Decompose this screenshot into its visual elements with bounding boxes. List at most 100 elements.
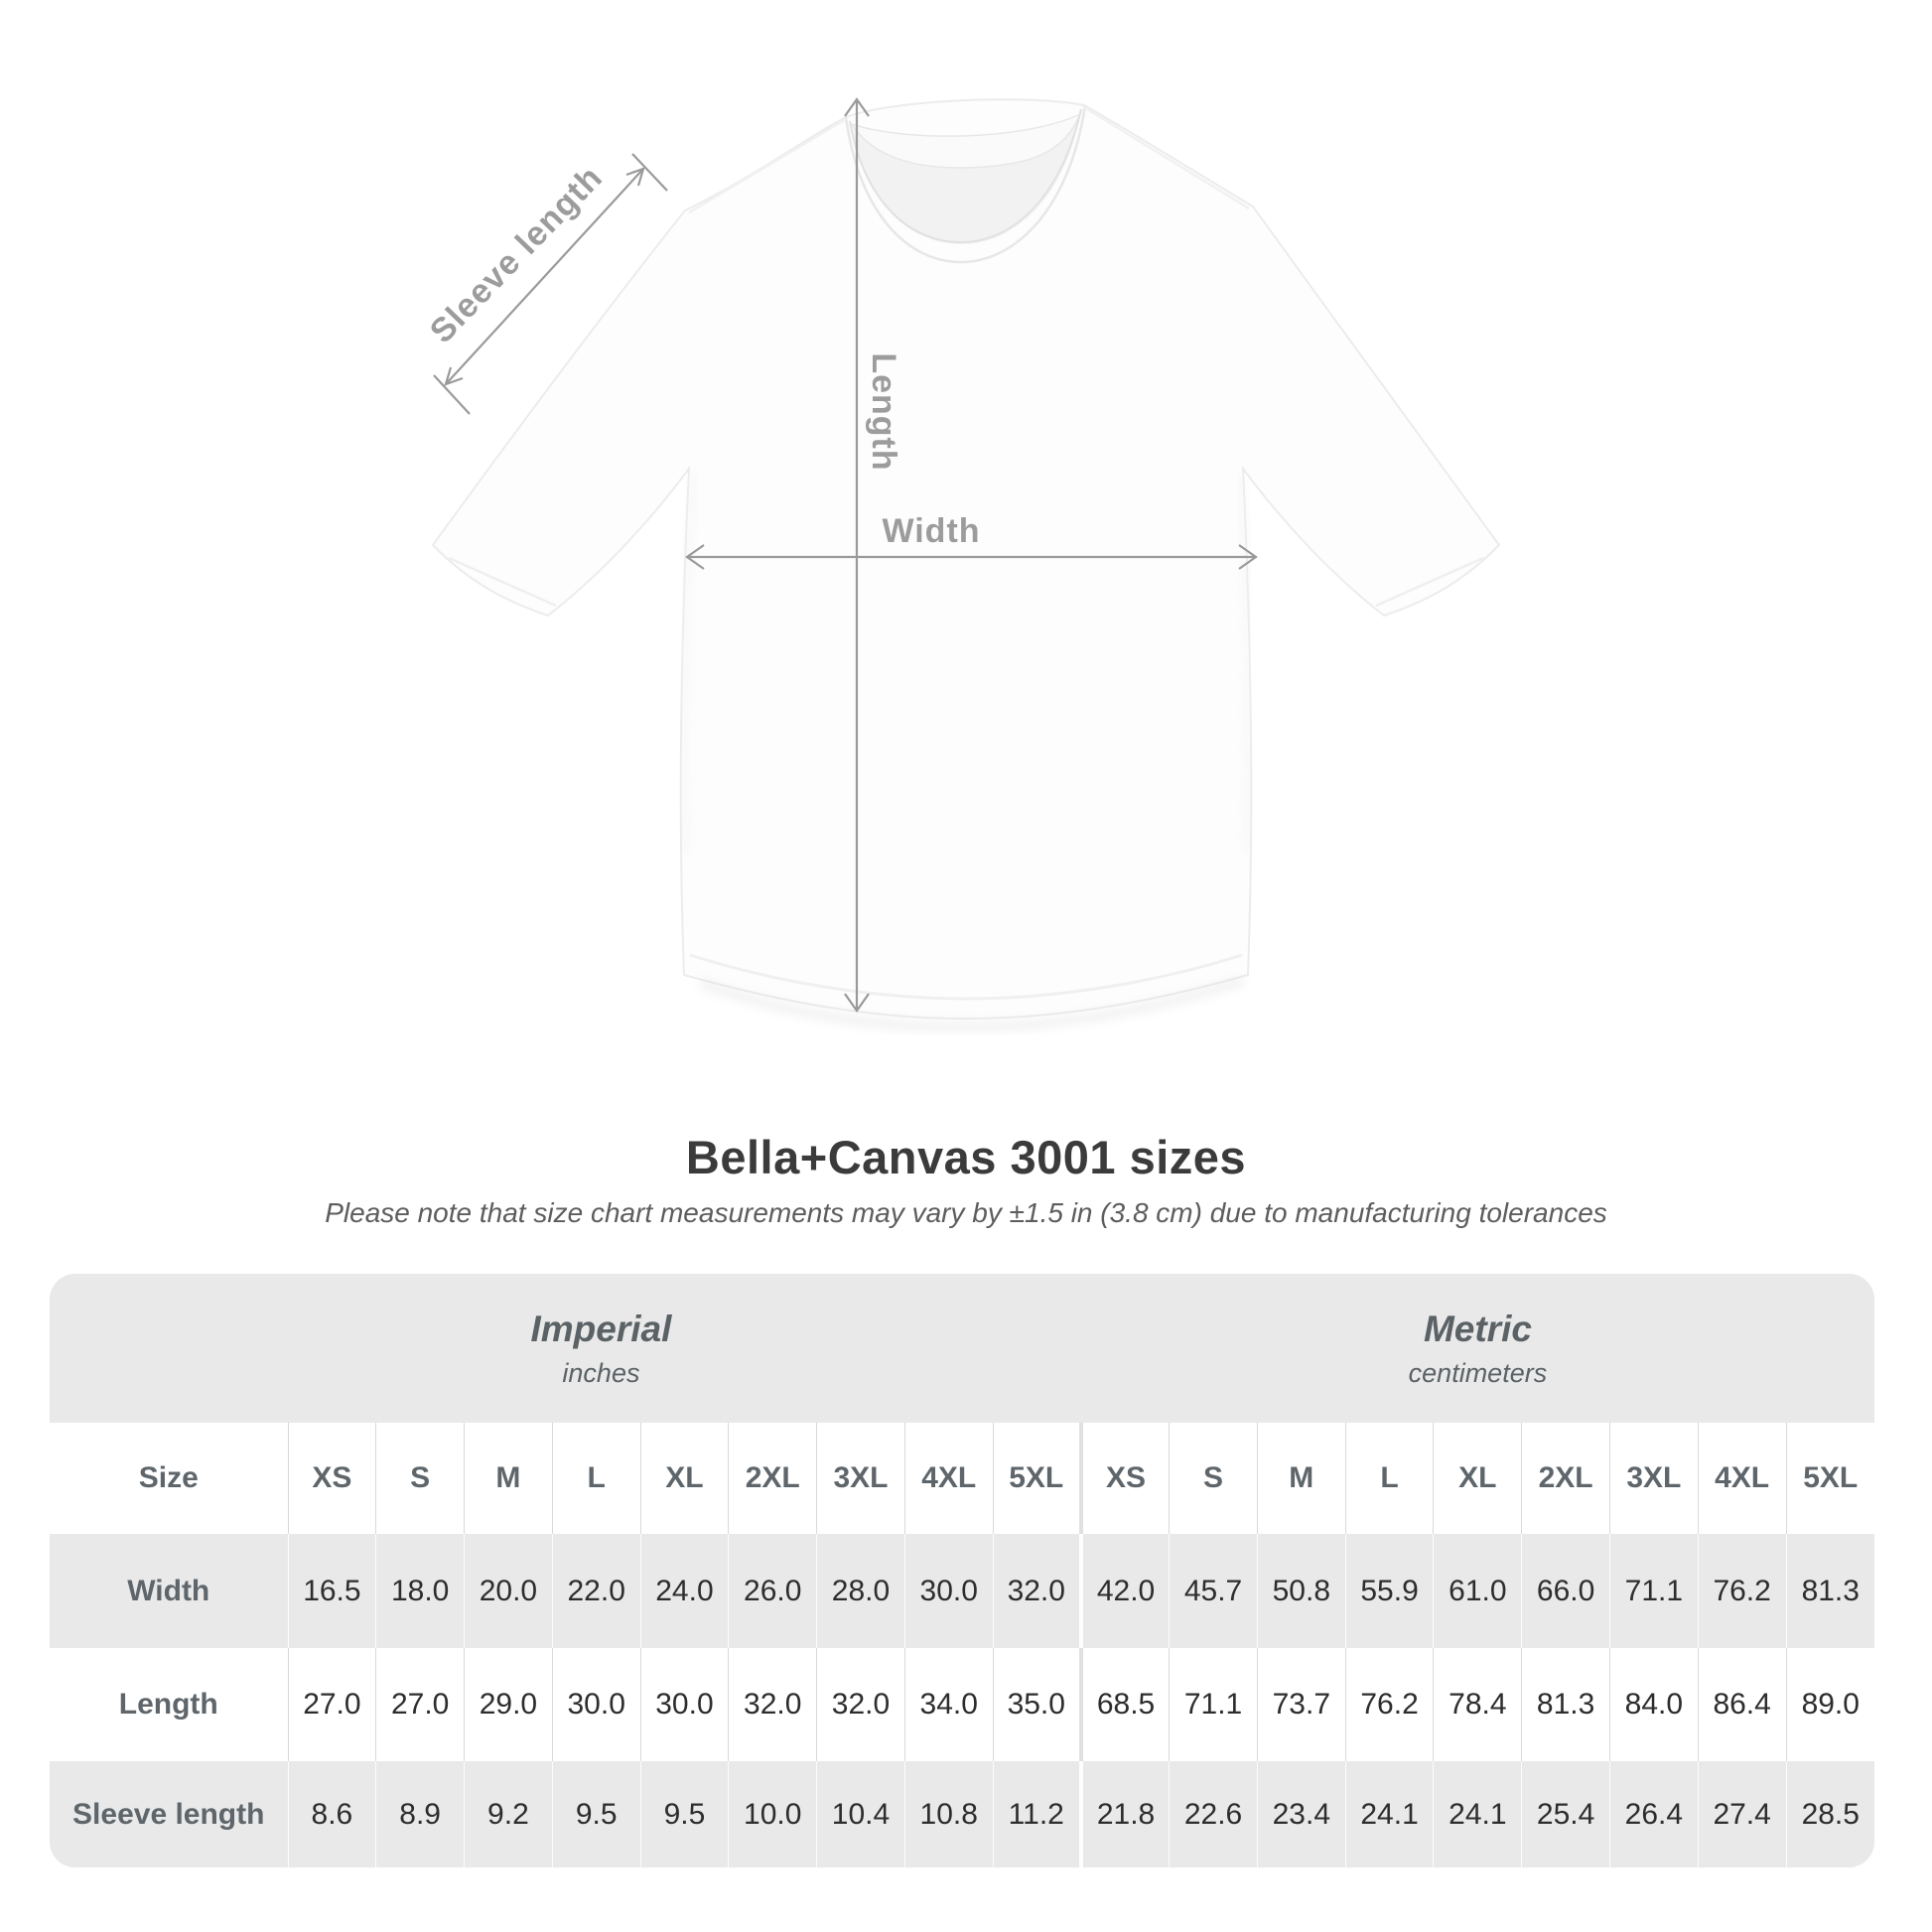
neck-inside-back <box>850 112 1082 169</box>
value-cell: 24.0 <box>639 1534 729 1648</box>
value-cell: 78.4 <box>1433 1648 1522 1761</box>
value-cell: 11.2 <box>992 1761 1081 1867</box>
size-header-imperial-xs: XS <box>287 1423 376 1534</box>
value-cell: 89.0 <box>1785 1648 1874 1761</box>
size-header-metric-xs: XS <box>1078 1423 1170 1534</box>
value-cell: 86.4 <box>1697 1648 1787 1761</box>
size-table-grid: Imperial inches Metric centimeters Size … <box>50 1274 1874 1867</box>
size-header-metric-4xl: 4XL <box>1697 1423 1787 1534</box>
size-header-imperial-m: M <box>464 1423 553 1534</box>
value-cell: 84.0 <box>1608 1648 1699 1761</box>
table-row-width: Width 16.5 18.0 20.0 22.0 24.0 26.0 28.0 30.0 32.… <box>50 1534 1874 1648</box>
unit-section-row: Imperial inches Metric centimeters <box>50 1274 1874 1423</box>
size-header-metric-3xl: 3XL <box>1608 1423 1699 1534</box>
size-header-imperial-4xl: 4XL <box>903 1423 994 1534</box>
value-cell: 10.8 <box>903 1761 994 1867</box>
cuff-seam-left <box>448 556 557 608</box>
value-cell: 10.4 <box>816 1761 905 1867</box>
value-cell: 10.0 <box>728 1761 817 1867</box>
value-cell: 32.0 <box>728 1648 817 1761</box>
value-cell: 8.9 <box>375 1761 465 1867</box>
width-label: Width <box>882 512 980 550</box>
armpit-shade-left <box>681 474 698 855</box>
value-cell: 42.0 <box>1078 1534 1170 1648</box>
collar-band-inner <box>849 108 1082 244</box>
metric-unit-label: centimeters <box>1408 1357 1548 1388</box>
value-cell: 73.7 <box>1256 1648 1346 1761</box>
value-cell: 27.4 <box>1697 1761 1787 1867</box>
value-cell: 30.0 <box>551 1648 641 1761</box>
hem-stitch <box>689 953 1243 1001</box>
value-cell: 68.5 <box>1078 1648 1170 1761</box>
shoulder-seam-left <box>688 117 847 214</box>
value-cell: 55.9 <box>1344 1534 1434 1648</box>
value-cell: 24.1 <box>1344 1761 1434 1867</box>
size-header-metric-l: L <box>1344 1423 1434 1534</box>
length-arrow <box>844 97 870 1013</box>
size-header-row: Size XS S M L XL 2XL 3XL 4XL 5XL XS S M L XL 2XL 3XL 4XL… <box>50 1423 1874 1534</box>
row-label: Width <box>127 1574 210 1607</box>
row-label: Length <box>118 1688 218 1721</box>
hem-shadow <box>698 976 1245 1032</box>
value-cell: 26.4 <box>1608 1761 1699 1867</box>
value-cell: 30.0 <box>639 1648 729 1761</box>
shoulder-seam-right <box>1083 105 1250 210</box>
value-cell: 32.0 <box>992 1534 1081 1648</box>
value-cell: 20.0 <box>464 1534 553 1648</box>
value-cell: 45.7 <box>1169 1534 1258 1648</box>
value-cell: 28.0 <box>816 1534 905 1648</box>
value-cell: 32.0 <box>816 1648 905 1761</box>
size-header-metric-2xl: 2XL <box>1521 1423 1610 1534</box>
size-header-metric-5xl: 5XL <box>1785 1423 1874 1534</box>
imperial-section-header: Imperial inches <box>50 1274 1081 1423</box>
value-cell: 29.0 <box>464 1648 553 1761</box>
table-row-length: Length 27.0 27.0 29.0 30.0 30.0 32.0 32.0 34.0 35… <box>50 1648 1874 1761</box>
value-cell: 66.0 <box>1521 1534 1610 1648</box>
value-cell: 81.3 <box>1785 1534 1874 1648</box>
value-cell: 26.0 <box>728 1534 817 1648</box>
value-cell: 30.0 <box>903 1534 994 1648</box>
cuff-seam-right <box>1375 556 1484 608</box>
value-cell: 25.4 <box>1521 1761 1610 1867</box>
tshirt-diagram: Length Width Sleeve length <box>423 97 1501 1032</box>
size-header-imperial-l: L <box>551 1423 641 1534</box>
value-cell: 8.6 <box>287 1761 376 1867</box>
value-cell: 21.8 <box>1078 1761 1170 1867</box>
size-column-header: Size <box>138 1461 199 1494</box>
size-header-metric-m: M <box>1256 1423 1346 1534</box>
value-cell: 50.8 <box>1256 1534 1346 1648</box>
armpit-shade-right <box>1236 474 1252 855</box>
imperial-unit-label: inches <box>562 1357 640 1388</box>
size-header-metric-xl: XL <box>1433 1423 1522 1534</box>
value-cell: 76.2 <box>1344 1648 1434 1761</box>
sleeve-length-label: Sleeve length <box>423 159 611 350</box>
collar-band-outer <box>844 104 1087 264</box>
value-cell: 35.0 <box>992 1648 1081 1761</box>
table-row-sleeve-length: Sleeve length 8.6 8.9 9.2 9.5 9.5 10.0 10.4 10.8… <box>50 1761 1874 1867</box>
size-header-imperial-5xl: 5XL <box>992 1423 1081 1534</box>
value-cell: 76.2 <box>1697 1534 1787 1648</box>
value-cell: 27.0 <box>287 1648 376 1761</box>
size-header-metric-s: S <box>1169 1423 1258 1534</box>
tshirt-body <box>431 98 1501 1021</box>
size-header-imperial-s: S <box>375 1423 465 1534</box>
width-arrow <box>685 544 1258 570</box>
value-cell: 71.1 <box>1169 1648 1258 1761</box>
size-table: Imperial inches Metric centimeters Size … <box>50 1274 1874 1867</box>
value-cell: 61.0 <box>1433 1534 1522 1648</box>
value-cell: 27.0 <box>375 1648 465 1761</box>
value-cell: 22.0 <box>551 1534 641 1648</box>
metric-label: Metric <box>1423 1308 1532 1349</box>
value-cell: 23.4 <box>1256 1761 1346 1867</box>
value-cell: 9.5 <box>639 1761 729 1867</box>
value-cell: 18.0 <box>375 1534 465 1648</box>
metric-section-header: Metric centimeters <box>1080 1274 1874 1423</box>
size-header-imperial-3xl: 3XL <box>816 1423 905 1534</box>
value-cell: 22.6 <box>1169 1761 1258 1867</box>
value-cell: 16.5 <box>287 1534 376 1648</box>
value-cell: 81.3 <box>1521 1648 1610 1761</box>
size-header-imperial-xl: XL <box>639 1423 729 1534</box>
value-cell: 34.0 <box>903 1648 994 1761</box>
value-cell: 9.5 <box>551 1761 641 1867</box>
